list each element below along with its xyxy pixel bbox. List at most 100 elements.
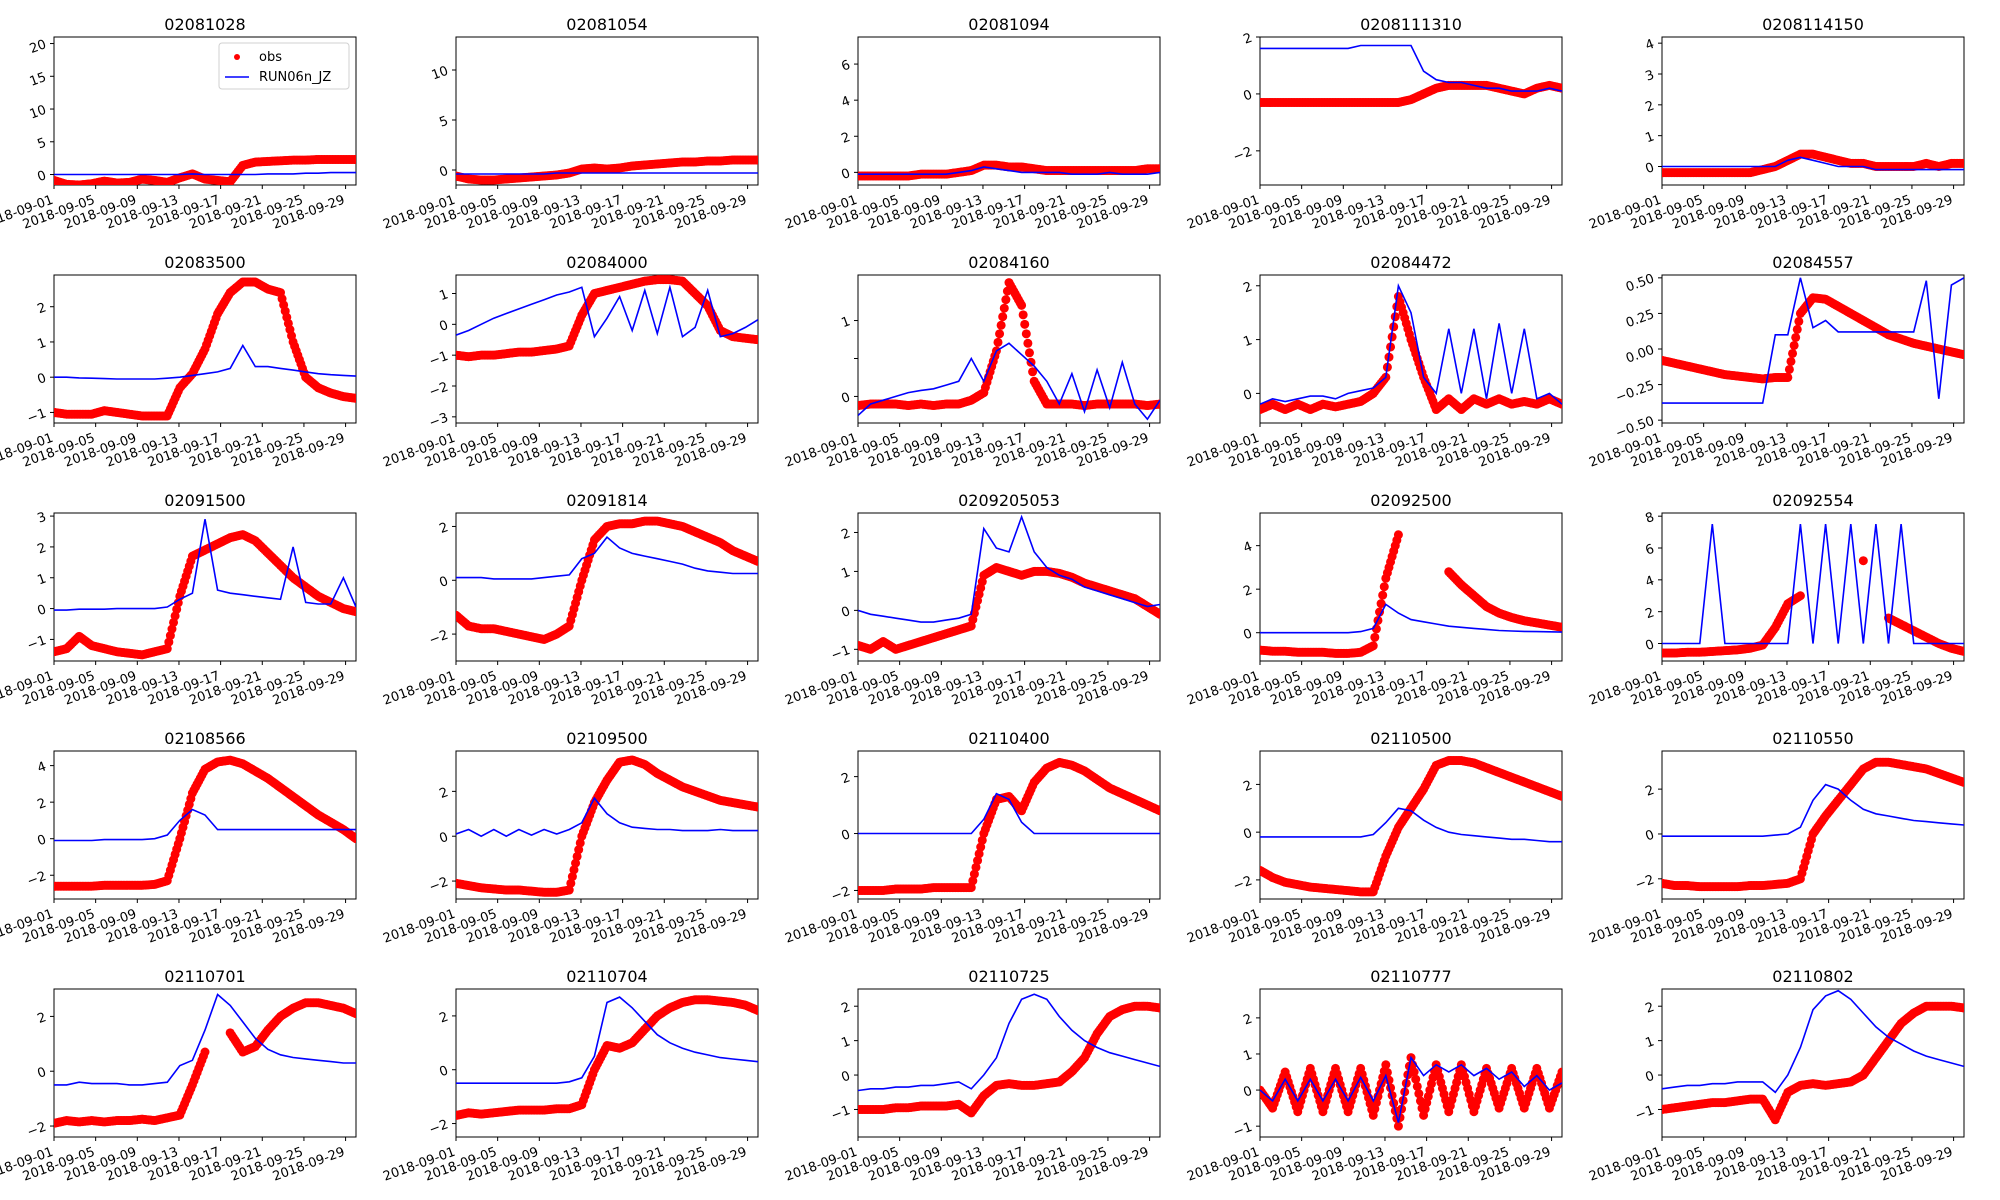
panel-title: 0208111310 — [1360, 15, 1462, 34]
obs-point — [996, 320, 1006, 330]
obs-point — [1023, 338, 1033, 348]
y-tick-label: −2 — [427, 380, 450, 401]
y-tick-label: −2 — [1633, 872, 1656, 893]
panel-title: 02110704 — [566, 967, 647, 986]
model-series — [858, 514, 1160, 623]
y-tick-label: 0.00 — [1624, 343, 1656, 367]
y-tick-label: 3 — [35, 510, 48, 527]
y-tick-label: −2 — [1231, 874, 1254, 895]
obs-series — [54, 530, 356, 660]
y-tick-label: −2 — [427, 1117, 450, 1138]
obs-series — [54, 277, 356, 421]
obs-point — [1018, 310, 1028, 320]
y-tick-label: 0 — [437, 830, 450, 847]
panel-02084000: 02084000−3−2−1012018-09-012018-09-052018… — [381, 253, 759, 471]
obs-point — [977, 835, 987, 845]
panel-02091814: 02091814−2022018-09-012018-09-052018-09-… — [381, 491, 759, 709]
y-tick-label: 2 — [1643, 98, 1656, 115]
panel-title: 02084160 — [968, 253, 1049, 272]
model-series — [54, 171, 356, 176]
plot-frame — [1259, 36, 1563, 186]
y-tick-label: 2 — [839, 526, 852, 543]
y-tick-label: 0 — [839, 827, 852, 844]
y-tick-label: 5 — [437, 114, 450, 131]
obs-series — [1260, 80, 1562, 107]
obs-point — [351, 393, 356, 403]
y-tick-label: 2 — [1241, 31, 1254, 48]
panel-02084160: 02084160012018-09-012018-09-052018-09-09… — [783, 253, 1161, 471]
obs-point — [973, 856, 983, 866]
y-tick-label: 0 — [35, 1065, 48, 1082]
panel-02081054: 0208105405102018-09-012018-09-052018-09-… — [381, 15, 759, 233]
panel-02110550: 02110550−2022018-09-012018-09-052018-09-… — [1587, 729, 1965, 947]
obs-point — [1858, 556, 1868, 566]
y-tick-label: −0.25 — [1614, 378, 1657, 406]
plot-frame — [1259, 274, 1563, 424]
y-tick-label: 0.25 — [1624, 307, 1656, 331]
y-tick-label: −2 — [25, 1120, 48, 1141]
y-tick-label: 2 — [839, 1000, 852, 1017]
obs-point — [971, 862, 981, 872]
panel-02084557: 02084557−0.50−0.250.000.250.502018-09-01… — [1587, 253, 1965, 471]
panel-title: 02092554 — [1772, 491, 1853, 510]
panel-02108566: 02108566−20242018-09-012018-09-052018-09… — [0, 729, 357, 947]
panel-title: 02110400 — [968, 729, 1049, 748]
model-series — [1662, 783, 1964, 837]
plot-frame — [857, 750, 1161, 900]
obs-point — [968, 876, 978, 886]
panel-02092500: 020925000242018-09-012018-09-052018-09-0… — [1185, 491, 1563, 709]
obs-point — [1792, 324, 1802, 334]
plot-frame — [53, 274, 357, 424]
obs-point — [993, 337, 1003, 347]
y-tick-label: 1 — [1643, 129, 1656, 146]
y-tick-label: 5 — [35, 135, 48, 152]
obs-series — [1260, 530, 1562, 658]
obs-point — [1155, 1003, 1160, 1013]
model-series — [1662, 156, 1964, 171]
plot-frame — [455, 36, 759, 186]
panel-title: 02109500 — [566, 729, 647, 748]
model-series — [858, 342, 1160, 421]
plot-frame — [857, 36, 1161, 186]
y-tick-label: 2 — [437, 520, 450, 537]
panel-02081028: 02081028051015202018-09-012018-09-052018… — [0, 15, 357, 233]
panel-title: 0208114150 — [1762, 15, 1864, 34]
y-tick-label: −1 — [829, 1103, 852, 1124]
obs-point — [1557, 83, 1562, 93]
obs-point — [995, 329, 1005, 339]
obs-point — [1155, 164, 1160, 174]
y-tick-label: −1 — [427, 349, 450, 370]
obs-point — [1784, 364, 1794, 374]
panel-title: 02108566 — [164, 729, 245, 748]
obs-series — [1260, 756, 1562, 897]
obs-point — [753, 1006, 758, 1016]
plot-frame — [455, 274, 759, 424]
obs-series — [1662, 293, 1964, 384]
obs-series — [456, 275, 758, 362]
obs-series — [456, 516, 758, 644]
panel-0209205053: 0209205053−10122018-09-012018-09-052018-… — [783, 491, 1161, 709]
y-tick-label: 1 — [35, 571, 48, 588]
model-series — [1260, 283, 1562, 405]
y-tick-label: 4 — [839, 94, 852, 111]
model-series — [456, 284, 758, 339]
y-tick-label: 8 — [1643, 510, 1656, 527]
obs-series — [1662, 757, 1964, 892]
obs-point — [1017, 300, 1027, 310]
y-tick-label: 2 — [437, 1010, 450, 1027]
y-tick-label: 0 — [1241, 626, 1254, 643]
y-tick-label: 0 — [35, 832, 48, 849]
y-tick-label: −1 — [25, 406, 48, 427]
y-tick-label: 2 — [1241, 279, 1254, 296]
obs-point — [351, 607, 356, 617]
model-series — [1662, 524, 1964, 645]
model-series — [1662, 277, 1964, 404]
plot-frame — [857, 274, 1161, 424]
panel-title: 02081094 — [968, 15, 1049, 34]
obs-series — [54, 154, 356, 185]
obs-point — [969, 869, 979, 879]
plot-frame — [455, 988, 759, 1138]
y-tick-label: 10 — [430, 64, 451, 84]
obs-point — [999, 303, 1009, 313]
